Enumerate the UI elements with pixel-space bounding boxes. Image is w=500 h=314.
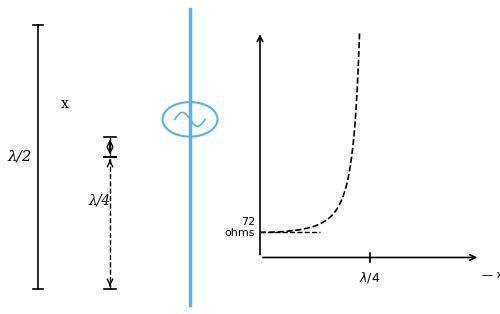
- Text: 72
ohms: 72 ohms: [224, 217, 255, 238]
- Text: x: x: [61, 97, 69, 111]
- Text: λ/2: λ/2: [8, 150, 32, 164]
- Text: — x →: — x →: [482, 270, 500, 280]
- Text: $\lambda/4$: $\lambda/4$: [360, 270, 380, 285]
- Text: λ/4: λ/4: [89, 194, 111, 208]
